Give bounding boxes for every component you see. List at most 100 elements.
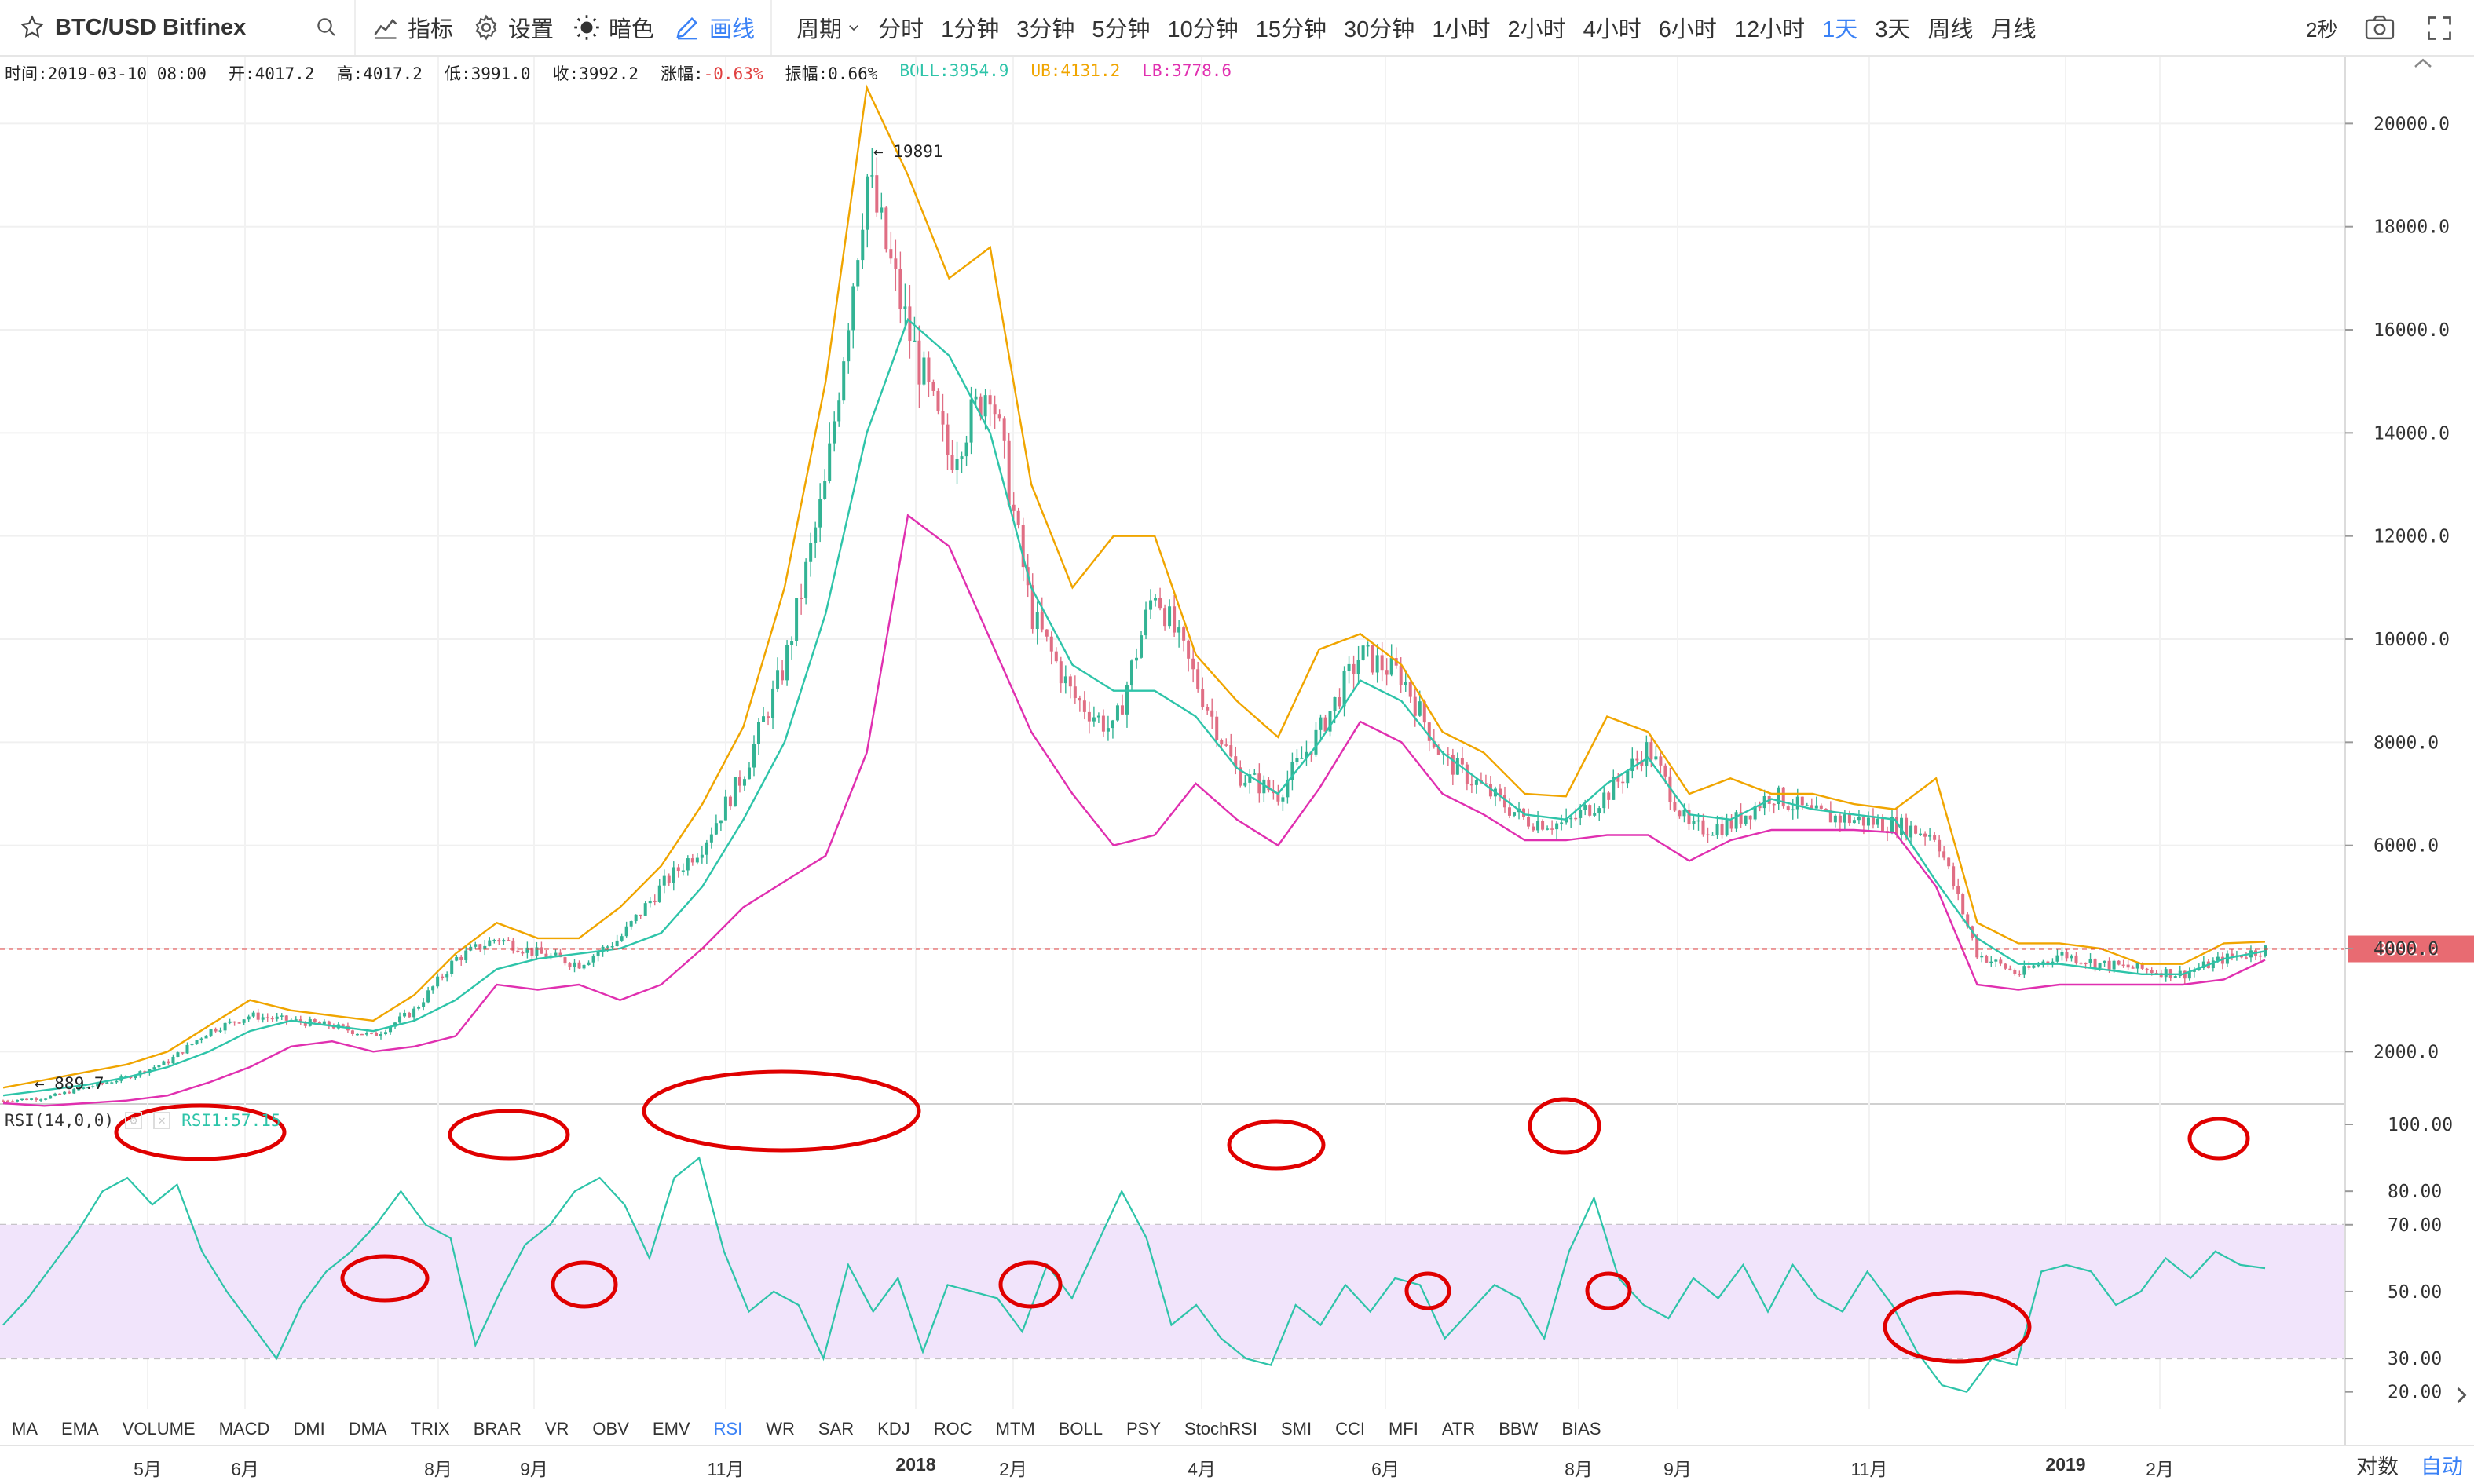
draw-button[interactable]: 画线 <box>664 0 764 55</box>
refresh-interval[interactable]: 2秒 <box>2306 18 2338 42</box>
time-label: 8月 <box>1565 1459 1593 1479</box>
candle-body <box>1588 805 1592 816</box>
candle-body <box>1366 645 1370 647</box>
indicator-tab[interactable]: RSI <box>713 1419 743 1438</box>
candle-body <box>35 1098 38 1101</box>
fullscreen-icon[interactable] <box>2425 14 2454 42</box>
period-option[interactable]: 12小时 <box>1733 17 1806 42</box>
indicator-tab[interactable]: BOLL <box>1058 1419 1103 1438</box>
period-option[interactable]: 3天 <box>1875 17 1911 42</box>
candle-body <box>1838 815 1842 823</box>
indicator-tab[interactable]: CCI <box>1335 1419 1365 1438</box>
candle-body <box>1115 705 1119 721</box>
indicator-tab[interactable]: MFI <box>1388 1419 1418 1438</box>
indicator-tab[interactable]: BIAS <box>1561 1419 1601 1438</box>
period-option[interactable]: 分时 <box>878 17 924 42</box>
star-icon[interactable] <box>19 14 46 41</box>
candle-body <box>1975 938 1979 958</box>
candle-body <box>728 796 732 807</box>
candle-body <box>110 1082 114 1084</box>
indicator-tab[interactable]: PSY <box>1125 1419 1162 1438</box>
period-option[interactable]: 15分钟 <box>1255 17 1327 42</box>
candle-body <box>1158 598 1162 609</box>
indicators-button[interactable]: 指标 <box>362 0 463 55</box>
period-option[interactable]: 周线 <box>1927 17 1974 42</box>
info-ub: UB:4131.2 <box>1030 61 1121 80</box>
period-option[interactable]: 1天 <box>1822 17 1858 42</box>
candle-body <box>441 976 445 978</box>
candle-body <box>695 857 699 863</box>
candle-body <box>762 716 766 722</box>
period-list: 分时 1分钟 3分钟 5分钟 10分钟 15分钟 30分钟 1小时 2小时 4小时 6小时 12小时 1… <box>869 11 2044 44</box>
indicator-tab[interactable]: StochRSI <box>1184 1419 1257 1438</box>
last-price-tag <box>2348 935 2474 963</box>
indicator-tab[interactable]: SMI <box>1280 1419 1312 1438</box>
rsi-close-icon[interactable]: ✕ <box>153 1112 171 1129</box>
scroll-right-icon[interactable] <box>2454 1383 2469 1407</box>
candle-body <box>2121 964 2125 967</box>
indicator-tab[interactable]: EMV <box>652 1419 690 1438</box>
candle-body <box>1861 817 1865 826</box>
candle-body <box>1645 742 1649 766</box>
period-option[interactable]: 月线 <box>1990 17 2037 42</box>
indicator-tab[interactable]: DMA <box>348 1419 387 1438</box>
search-icon[interactable] <box>315 16 339 39</box>
period-option[interactable]: 1分钟 <box>941 17 1000 42</box>
indicator-tab[interactable]: MTM <box>995 1419 1035 1438</box>
candle-body <box>1361 645 1365 661</box>
rsi-settings-icon[interactable]: ⚙ <box>125 1112 143 1129</box>
indicator-tab[interactable]: BBW <box>1499 1419 1539 1438</box>
auto-scale-button[interactable]: 自动 <box>2421 1454 2463 1479</box>
candle-body <box>1016 510 1020 525</box>
period-option[interactable]: 30分钟 <box>1344 17 1415 42</box>
period-option[interactable]: 10分钟 <box>1167 17 1239 42</box>
info-open: 开:4017.2 <box>228 64 315 83</box>
candle-body <box>237 1022 241 1024</box>
period-option[interactable]: 4小时 <box>1583 17 1641 42</box>
indicator-tab[interactable]: ROC <box>933 1419 972 1438</box>
candle-body <box>2164 969 2168 978</box>
candle-body <box>1729 820 1733 829</box>
indicator-tab[interactable]: EMA <box>61 1419 99 1438</box>
candle-body <box>86 1087 90 1089</box>
period-dropdown[interactable]: 周期 <box>788 11 869 44</box>
indicator-tab[interactable]: TRIX <box>410 1419 450 1438</box>
period-option[interactable]: 6小时 <box>1658 17 1717 42</box>
candle-body <box>2088 959 2092 963</box>
dark-mode-button[interactable]: 暗色 <box>563 0 664 55</box>
indicator-tab[interactable]: BRAR <box>473 1419 522 1438</box>
indicator-tab[interactable]: MACD <box>218 1419 270 1438</box>
candle-body <box>997 414 1001 419</box>
candle-body <box>497 940 501 942</box>
candle-body <box>105 1082 109 1084</box>
candle-body <box>1239 767 1242 786</box>
collapse-chevron-icon[interactable] <box>2411 55 2435 71</box>
chart-area[interactable]: ← 19891 ← 889.7 3992.2 2000.0 4000.0 6000.0 8… <box>0 57 2474 1445</box>
indicator-tab[interactable]: OBV <box>592 1419 629 1438</box>
period-option[interactable]: 5分钟 <box>1092 17 1151 42</box>
candle-body <box>800 598 803 600</box>
indicator-tab[interactable]: WR <box>766 1419 795 1438</box>
period-option[interactable]: 2小时 <box>1507 17 1566 42</box>
indicator-tab[interactable]: SAR <box>818 1419 855 1438</box>
log-scale-button[interactable]: 对数 <box>2356 1454 2399 1479</box>
candle-body <box>403 1012 407 1017</box>
indicator-tab[interactable]: MA <box>12 1419 38 1438</box>
period-option[interactable]: 3分钟 <box>1016 17 1075 42</box>
candle-body <box>1961 894 1965 915</box>
highlight-circle <box>340 1254 430 1303</box>
period-option[interactable]: 1小时 <box>1432 17 1491 42</box>
candle-body <box>195 1040 199 1044</box>
indicator-tab[interactable]: KDJ <box>877 1419 910 1438</box>
camera-icon[interactable] <box>2364 13 2395 42</box>
indicator-tab[interactable]: ATR <box>1441 1419 1476 1438</box>
candle-body <box>1101 715 1105 732</box>
candle-body <box>1923 833 1927 837</box>
candle-body <box>1541 821 1545 830</box>
settings-button[interactable]: 设置 <box>463 0 563 55</box>
candle-body <box>1352 663 1356 674</box>
indicator-tab[interactable]: VOLUME <box>122 1419 196 1438</box>
indicator-tab[interactable]: DMI <box>293 1419 325 1438</box>
candle-body <box>1852 820 1856 824</box>
indicator-tab[interactable]: VR <box>544 1419 569 1438</box>
